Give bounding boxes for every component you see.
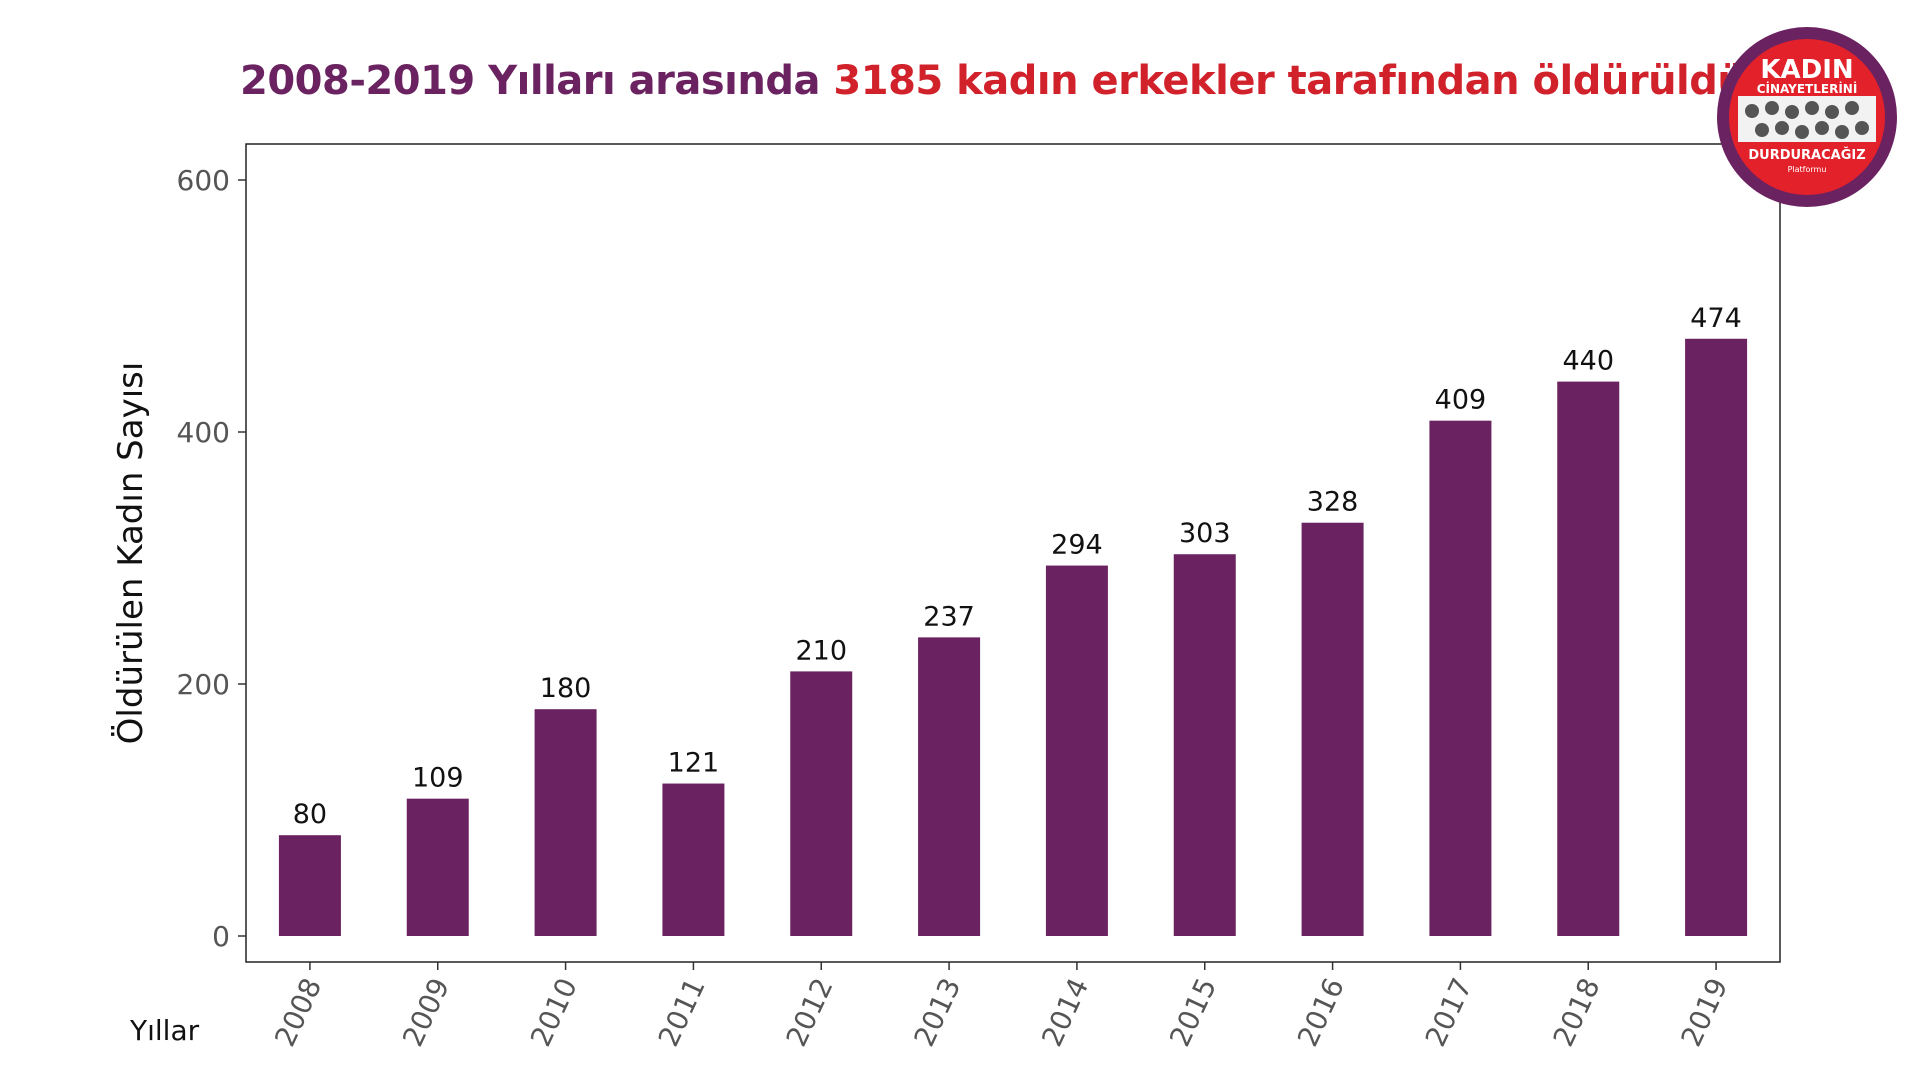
x-tick-label-2018: 2018 xyxy=(1547,973,1607,1052)
logo-line3: DURDURACAĞIZ xyxy=(1748,147,1865,163)
bar-value-label-2014: 294 xyxy=(1051,530,1103,561)
bar-value-label-2016: 328 xyxy=(1307,487,1359,518)
logo-line1: KADIN xyxy=(1760,55,1853,85)
y-tick-label: 600 xyxy=(177,164,230,197)
y-tick-label: 200 xyxy=(177,668,230,701)
bar-2009 xyxy=(406,798,469,936)
x-tick-label-2014: 2014 xyxy=(1035,973,1095,1052)
x-tick-label-2017: 2017 xyxy=(1419,973,1479,1052)
bar-value-label-2015: 303 xyxy=(1179,518,1231,549)
x-tick-label-2009: 2009 xyxy=(396,973,456,1052)
bar-value-label-2009: 109 xyxy=(412,763,464,794)
bar-2013 xyxy=(918,637,981,936)
bar-2010 xyxy=(534,709,597,936)
x-axis: 2008 2009 2010 2011 2012 2013 2014 2015 2016 2017… xyxy=(268,962,1734,1052)
logo-line2: CİNAYETLERİNİ xyxy=(1757,81,1858,96)
bar-value-label-2008: 80 xyxy=(293,799,327,830)
x-tick-label-2011: 2011 xyxy=(652,973,712,1052)
platform-logo: KADIN CİNAYETLERİNİ DURDURACAĞIZ Platfor… xyxy=(1716,26,1898,208)
x-tick-label-2019: 2019 xyxy=(1674,973,1734,1052)
bar-value-label-2017: 409 xyxy=(1435,385,1487,416)
logo-badge: KADIN CİNAYETLERİNİ DURDURACAĞIZ Platfor… xyxy=(1717,27,1897,207)
bar-value-label-2011: 121 xyxy=(668,748,720,779)
bar-2014 xyxy=(1045,565,1108,936)
chart-title: 2008-2019 Yılları arasında 3185 kadın er… xyxy=(240,58,1746,104)
bar-2019 xyxy=(1685,338,1748,936)
faces-icon xyxy=(1745,101,1869,139)
logo-line4: Platformu xyxy=(1788,165,1827,174)
x-tick-label-2010: 2010 xyxy=(524,973,584,1052)
x-tick-label-2016: 2016 xyxy=(1291,973,1351,1052)
bar-value-label-2019: 474 xyxy=(1690,303,1742,334)
x-axis-label: Yıllar xyxy=(129,1014,200,1047)
bar-2008 xyxy=(278,835,341,936)
chart-title-part1: 2008-2019 Yılları arasında xyxy=(240,58,820,104)
bar-2016 xyxy=(1301,522,1364,936)
chart-title-part2: 3185 kadın erkekler tarafından öldürüldü xyxy=(833,58,1746,104)
y-axis-label: Öldürülen Kadın Sayısı xyxy=(110,362,151,745)
x-tick-label-2012: 2012 xyxy=(780,973,840,1052)
plot-panel xyxy=(245,143,1781,963)
bar-value-label-2012: 210 xyxy=(795,635,847,666)
x-tick-label-2008: 2008 xyxy=(268,973,328,1052)
bar-2015 xyxy=(1173,554,1236,936)
y-tick-label: 0 xyxy=(212,920,230,953)
bar-2011 xyxy=(662,783,725,936)
bar-2018 xyxy=(1557,381,1620,937)
bar-value-label-2010: 180 xyxy=(540,673,592,704)
x-tick-label-2013: 2013 xyxy=(907,973,967,1052)
y-axis: 0 200 400 600 xyxy=(177,164,246,953)
bar-value-label-2018: 440 xyxy=(1562,346,1614,377)
bars: 80 109 180 121 210 237 294 303 328 409 440 474 xyxy=(278,303,1748,937)
y-tick-label: 400 xyxy=(177,416,230,449)
bar-2017 xyxy=(1429,420,1492,936)
bar-value-label-2013: 237 xyxy=(923,601,975,632)
x-tick-label-2015: 2015 xyxy=(1163,973,1223,1052)
bar-2012 xyxy=(790,671,853,936)
